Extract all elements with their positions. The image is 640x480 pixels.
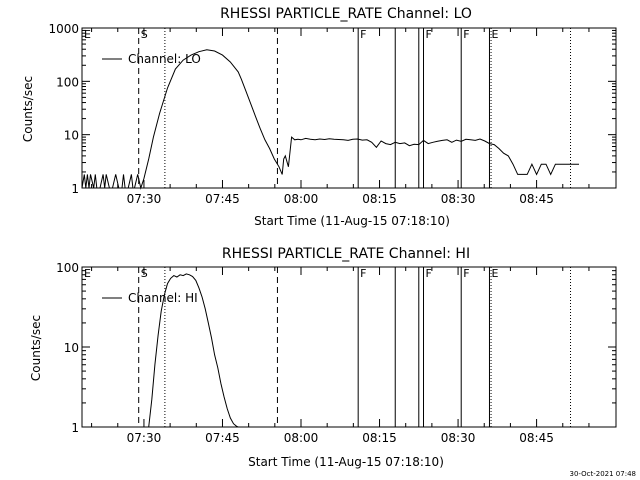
chart-lo-marker-label-7: F — [426, 28, 432, 41]
chart-lo-ytick-label-2: 100 — [56, 75, 79, 89]
chart-hi-title: RHESSI PARTICLE_RATE Channel: HI — [222, 246, 470, 262]
chart-lo-marker-label-8: F — [463, 28, 469, 41]
chart-lo-xtick-label-5: 08:45 — [519, 192, 554, 206]
chart-lo-ytick-label-3: 1000 — [48, 22, 79, 36]
chart-lo-xlabel: Start Time (11-Aug-15 07:18:10) — [254, 214, 450, 228]
chart-hi-marker-label-7: F — [426, 267, 432, 280]
chart-hi-xtick-label-3: 08:15 — [362, 431, 397, 445]
chart-hi-ytick-label-1: 10 — [64, 341, 79, 355]
chart-lo-xtick-label-1: 07:45 — [205, 192, 240, 206]
chart-hi-marker-label-9: E — [491, 267, 498, 280]
chart-hi-xlabel: Start Time (11-Aug-15 07:18:10) — [248, 455, 444, 469]
chart-lo-xtick-label-2: 08:00 — [284, 192, 319, 206]
chart-lo-plot-frame — [81, 27, 617, 189]
chart-hi-series-line — [148, 273, 239, 428]
chart-hi-ylabel: Counts/sec — [29, 315, 43, 381]
chart-hi-axes: 07:30 07:45 08:00 08:15 08:30 08:45 1 10 100 — [56, 261, 616, 445]
chart-hi-xtick-label-1: 07:45 — [205, 431, 240, 445]
chart-hi-ytick-label-2: 100 — [56, 261, 79, 275]
chart-hi-marker-label-4: F — [360, 267, 366, 280]
chart-hi-xtick-label-5: 08:45 — [519, 431, 554, 445]
chart-hi-xtick-label-4: 08:30 — [441, 431, 476, 445]
chart-lo-series-line — [81, 49, 579, 190]
chart-hi-panel: RHESSI PARTICLE_RATE Channel: HI Counts/… — [29, 246, 617, 469]
chart-lo-panel: RHESSI PARTICLE_RATE Channel: LO Counts/… — [21, 6, 617, 228]
chart-lo-xtick-label-3: 08:15 — [362, 192, 397, 206]
chart-lo-ytick-label-0: 1 — [71, 182, 79, 196]
chart-lo-xtick-label-0: 07:30 — [127, 192, 162, 206]
chart-lo-ylabel: Counts/sec — [21, 76, 35, 142]
chart-lo-axes: 07:30 07:45 08:00 08:15 08:30 08:45 1 10 100 1000 — [48, 22, 616, 206]
chart-hi-ytick-label-0: 1 — [71, 421, 79, 435]
chart-hi-xtick-label-0: 07:30 — [127, 431, 162, 445]
footer-timestamp: 30-Oct-2021 07:48 — [570, 470, 636, 478]
chart-lo-legend-label: Channel: LO — [128, 52, 201, 66]
chart-lo-marker-label-4: F — [360, 28, 366, 41]
chart-hi-legend-label: Channel: HI — [128, 291, 198, 305]
chart-hi-xtick-label-2: 08:00 — [284, 431, 319, 445]
chart-lo-xtick-label-4: 08:30 — [441, 192, 476, 206]
chart-lo-title: RHESSI PARTICLE_RATE Channel: LO — [220, 6, 472, 22]
chart-hi-plot-frame — [81, 266, 617, 428]
chart-hi-marker-label-8: F — [463, 267, 469, 280]
chart-lo-ytick-label-1: 10 — [64, 129, 79, 143]
chart-lo-marker-label-0: E — [84, 28, 91, 41]
chart-lo-marker-label-9: E — [491, 28, 498, 41]
chart-hi-marker-label-0: E — [84, 267, 91, 280]
